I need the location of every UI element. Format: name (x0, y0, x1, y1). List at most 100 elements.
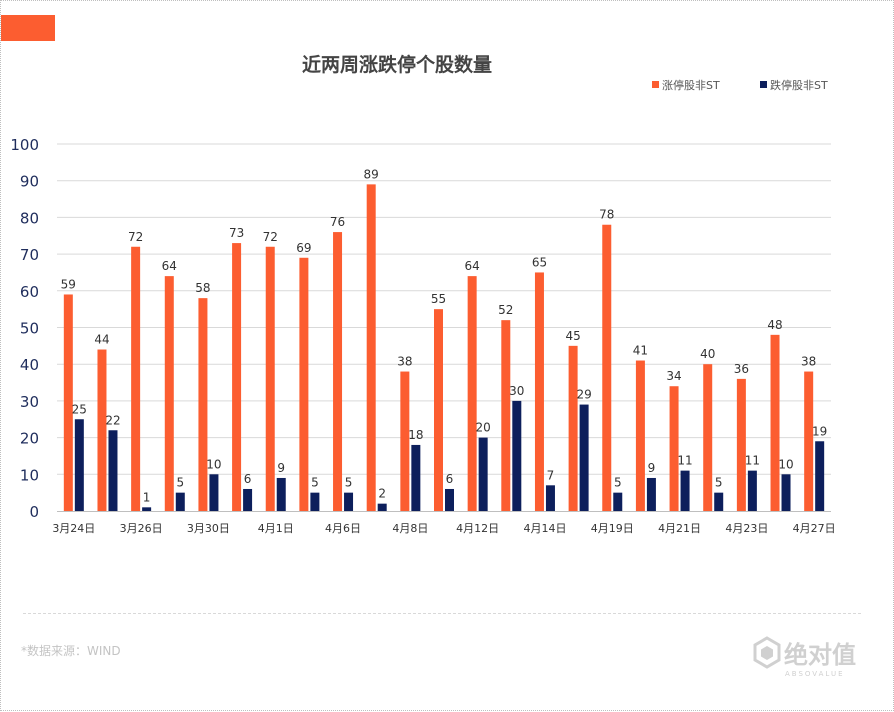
data-label: 5 (311, 476, 319, 490)
footer-divider (23, 613, 861, 614)
data-label: 69 (296, 241, 311, 255)
bar-limit-up (63, 294, 73, 511)
bar-limit-down (747, 470, 757, 511)
bar-limit-up (635, 360, 645, 511)
bar-limit-up (736, 378, 746, 511)
data-label: 29 (576, 388, 591, 402)
bar-limit-up (333, 232, 343, 511)
bar-limit-down (545, 485, 555, 511)
bar-limit-up (602, 224, 612, 512)
data-label: 89 (364, 167, 379, 181)
legend-label-down: 跌停股非ST (770, 78, 828, 92)
data-label: 20 (476, 421, 491, 435)
data-label: 45 (565, 329, 580, 343)
data-label: 10 (206, 457, 221, 471)
bar-limit-down (142, 507, 152, 511)
bar-limit-down (175, 492, 185, 511)
bar-limit-down (613, 492, 623, 511)
bar-limit-up (131, 246, 141, 511)
y-tick-label: 50 (20, 320, 39, 338)
bar-limit-down (74, 419, 84, 511)
data-label: 5 (614, 476, 622, 490)
bar-limit-down (478, 437, 488, 511)
data-label: 78 (599, 208, 614, 222)
bar-limit-up (265, 246, 275, 511)
x-tick-label: 3月30日 (187, 522, 230, 535)
data-label: 36 (734, 362, 749, 376)
x-tick-label: 4月19日 (591, 522, 634, 535)
data-label: 38 (801, 355, 816, 369)
x-tick-label: 4月8日 (392, 522, 428, 535)
x-tick-label: 4月23日 (725, 522, 768, 535)
bar-limit-down (276, 477, 286, 511)
data-label: 48 (767, 318, 782, 332)
data-labels: 5925442272164558107367296957658923818556… (61, 167, 828, 504)
data-label: 58 (195, 281, 210, 295)
data-label: 72 (263, 230, 278, 244)
bar-limit-up (299, 257, 309, 511)
bar-limit-down (680, 470, 690, 511)
y-tick-label: 70 (20, 246, 39, 264)
data-label: 10 (778, 457, 793, 471)
logo-hexagon-icon (753, 636, 781, 669)
x-tick-label: 4月1日 (258, 522, 294, 535)
y-tick-label: 60 (20, 283, 39, 301)
x-tick-label: 3月24日 (52, 522, 95, 535)
y-axis: 0 10 20 30 40 50 60 70 80 90 100 (10, 136, 39, 521)
logo-text: 绝对值 (784, 641, 856, 669)
bars (63, 184, 825, 512)
bar-limit-up (669, 386, 679, 511)
data-label: 9 (648, 461, 656, 475)
bar-limit-down (377, 503, 387, 511)
data-label: 55 (431, 292, 446, 306)
bar-limit-down (209, 474, 219, 511)
data-label: 5 (345, 476, 353, 490)
x-tick-label: 4月12日 (456, 522, 499, 535)
data-label: 34 (666, 369, 681, 383)
data-label: 7 (547, 468, 555, 482)
data-label: 30 (509, 384, 524, 398)
data-label: 76 (330, 215, 345, 229)
legend-swatch-down (760, 81, 767, 88)
data-label: 40 (700, 347, 715, 361)
y-tick-label: 20 (20, 430, 39, 448)
data-label: 6 (446, 472, 454, 486)
x-tick-label: 4月27日 (793, 522, 836, 535)
y-tick-label: 100 (10, 136, 39, 154)
data-label: 64 (465, 259, 480, 273)
bar-limit-up (400, 371, 410, 511)
y-tick-label: 30 (20, 393, 39, 411)
bar-limit-down (579, 404, 589, 511)
data-label: 65 (532, 255, 547, 269)
bar-limit-down (714, 492, 724, 511)
bar-limit-down (781, 474, 791, 511)
data-label: 64 (162, 259, 177, 273)
bar-limit-up (501, 320, 511, 511)
data-label: 11 (745, 454, 760, 468)
bar-limit-down (815, 441, 825, 511)
y-tick-label: 90 (20, 173, 39, 191)
gridlines (57, 143, 831, 475)
legend: 涨停股非ST 跌停股非ST (652, 78, 828, 92)
legend-label-up: 涨停股非ST (662, 78, 720, 92)
x-tick-label: 3月26日 (120, 522, 163, 535)
data-label: 5 (176, 476, 184, 490)
bar-limit-up (467, 276, 477, 511)
brand-logo: 绝对值 ABSOVALUE (753, 636, 856, 678)
bar-limit-down (344, 492, 354, 511)
logo-hexagon-inner-icon (761, 646, 773, 660)
y-tick-label: 0 (29, 503, 39, 521)
data-label: 1 (143, 490, 151, 504)
bar-limit-down (512, 400, 522, 511)
bar-limit-up (97, 349, 107, 511)
bar-limit-down (646, 477, 656, 511)
y-tick-label: 80 (20, 209, 39, 227)
bar-limit-up (568, 345, 578, 511)
x-axis: 3月24日 3月26日 3月30日 4月1日 4月6日 4月8日 4月12日 4月14日 4月1… (52, 511, 836, 535)
data-label: 5 (715, 476, 723, 490)
data-label: 9 (277, 461, 285, 475)
corner-tag (1, 15, 55, 41)
bar-limit-up (232, 243, 242, 511)
